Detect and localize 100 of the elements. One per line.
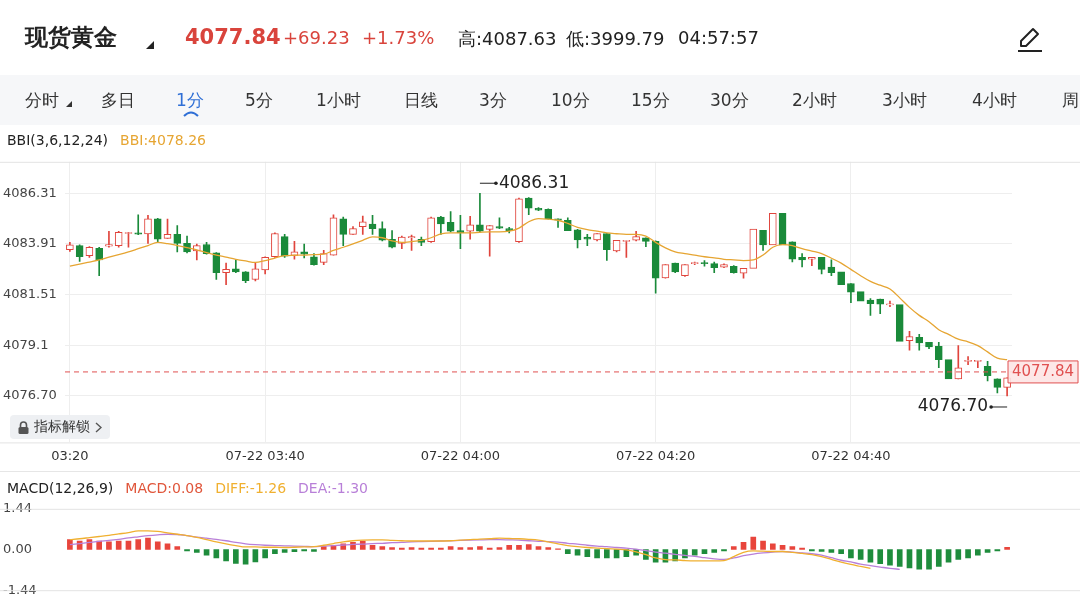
bar: [721, 549, 727, 552]
bar: [769, 543, 776, 550]
candlestick: [856, 291, 865, 302]
text: MACD:0.08: [125, 480, 204, 496]
bar: [233, 549, 239, 564]
bar: [311, 549, 317, 552]
bar: [428, 547, 434, 550]
text: 4077.84: [185, 25, 281, 49]
text: 多日: [101, 89, 135, 112]
text: 2小时: [792, 89, 837, 112]
bar: [760, 540, 766, 550]
bar: [740, 542, 747, 550]
bar: [935, 549, 942, 567]
text: 低:3999.79: [566, 27, 665, 51]
bar: [184, 549, 190, 552]
bar: [67, 539, 73, 550]
bar: [145, 537, 151, 550]
bar: [984, 549, 991, 553]
x-tick-label: 07-22 04:20: [615, 447, 696, 463]
chart-title: MACD(12,26,9): [7, 480, 114, 496]
bar: [877, 549, 884, 564]
bar: [975, 549, 981, 556]
bar: [506, 544, 513, 550]
bar: [379, 546, 386, 550]
bar: [477, 546, 483, 550]
text: 日线: [404, 89, 438, 112]
text: +69.23: [283, 27, 350, 48]
bar: [398, 547, 405, 550]
text: 4小时: [972, 89, 1017, 112]
bar: [691, 549, 698, 556]
y-tick-label: 4086.31: [3, 184, 57, 200]
text: 15分: [631, 89, 670, 112]
bar: [457, 547, 464, 550]
bar: [896, 549, 903, 567]
y-tick-label: -1.44: [3, 581, 37, 597]
text: 3分: [479, 89, 507, 112]
bar: [516, 544, 522, 550]
candlestick: [749, 228, 758, 269]
bar: [135, 539, 142, 550]
text: DEA:-1.30: [298, 480, 368, 496]
y-tick-label: 4081.51: [3, 285, 57, 301]
bar: [809, 549, 815, 552]
candlestick: [837, 271, 845, 285]
candlestick: [583, 234, 592, 246]
y-tick-label: 4076.70: [3, 387, 57, 403]
bar: [467, 547, 473, 550]
y-tick-label: 4083.91: [3, 235, 57, 251]
x-tick-label: 07-22 03:40: [225, 447, 305, 463]
bar: [838, 549, 844, 555]
bar: [545, 547, 552, 550]
text: 04:57:57: [678, 27, 759, 48]
text: 周: [1062, 89, 1079, 112]
x-tick-label: 03:20: [51, 447, 89, 463]
bar: [916, 549, 923, 570]
bar: [242, 549, 249, 565]
bar: [438, 547, 444, 550]
text: 分时: [25, 89, 59, 112]
line-series: [69, 217, 1008, 361]
bar: [711, 549, 718, 553]
bar: [281, 549, 288, 553]
chart-title: 现货黄金: [25, 23, 117, 52]
y-tick-label: 0.00: [3, 540, 32, 556]
text: +1.73%: [362, 27, 435, 48]
candlestick: [134, 214, 143, 235]
text: 30分: [710, 89, 749, 112]
bar: [887, 549, 893, 566]
bar: [1004, 546, 1010, 550]
bar: [262, 549, 268, 559]
bar: [867, 549, 874, 563]
text: 1分: [176, 89, 204, 112]
bar: [525, 544, 532, 550]
bar: [486, 547, 493, 550]
bar: [848, 549, 854, 559]
bar: [828, 549, 835, 553]
bar: [564, 549, 571, 555]
text: 10分: [551, 89, 590, 112]
bar: [213, 549, 220, 559]
bar: [389, 547, 395, 550]
candlestick: [895, 304, 904, 342]
bar: [535, 546, 542, 550]
bar: [106, 541, 112, 550]
text: DIFF:-1.26: [215, 480, 287, 496]
bar: [193, 549, 200, 553]
bar: [272, 549, 278, 555]
candlestick: [105, 231, 113, 248]
candlestick: [768, 212, 777, 246]
y-tick-label: 4079.1: [3, 336, 49, 352]
bar: [945, 549, 952, 563]
bar: [447, 546, 454, 550]
y-tick-label: 1.44: [3, 500, 32, 516]
bar: [174, 546, 181, 550]
bar: [750, 536, 757, 550]
text: 高:4087.63: [458, 27, 557, 51]
bar: [584, 549, 591, 557]
bar: [818, 549, 825, 552]
text: 3小时: [882, 89, 927, 112]
x-tick-label: 07-22 04:40: [811, 447, 891, 463]
bar: [115, 540, 122, 550]
text: 1小时: [316, 89, 361, 112]
candlestick: [222, 262, 230, 285]
